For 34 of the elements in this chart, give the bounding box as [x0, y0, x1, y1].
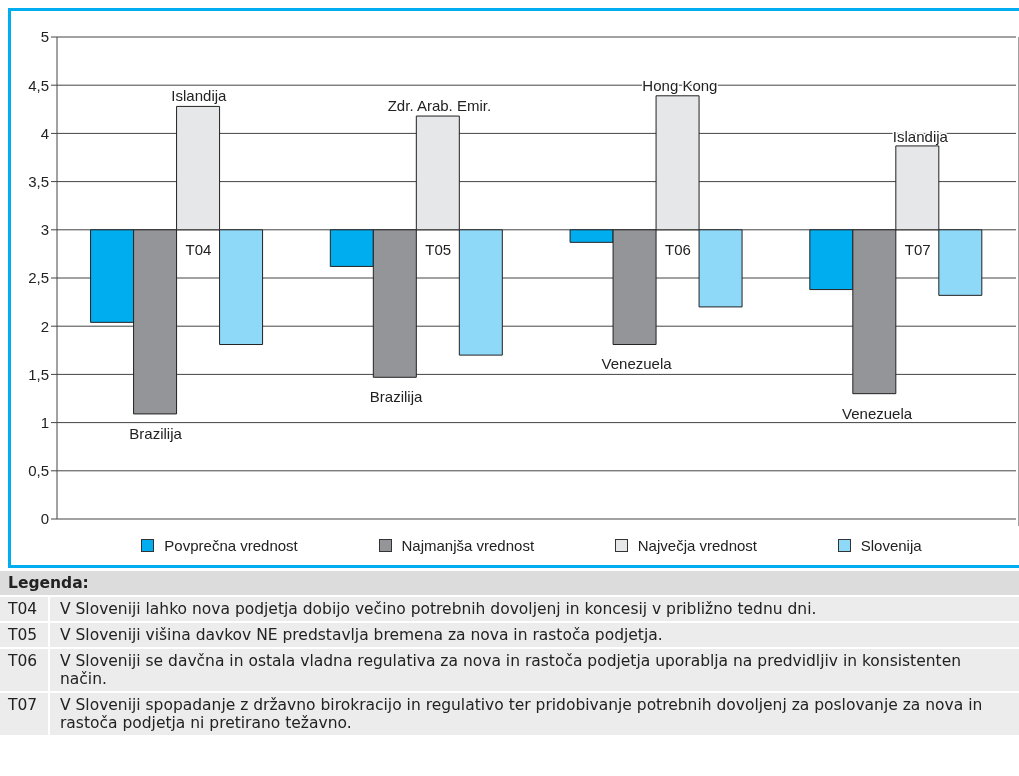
- y-tick-label: 1,5: [28, 365, 49, 383]
- annotation: Brazilija: [129, 425, 183, 443]
- x-tick-label: T04: [185, 240, 212, 258]
- text: Legenda:: [0, 571, 1019, 597]
- text: V Sloveniji lahko nova podjetja dobijo večino potrebnih dovoljenj in koncesij v približno tednu dni.: [59, 599, 818, 620]
- legend-label: Največja vrednost: [636, 537, 758, 554]
- text: V Sloveniji spopadanje z državno birokracijo in regulativo ter pridobivanje potrebnih dovoljenj za poslovanje za nova in rastoča podjetja ni pretirano težavno.: [59, 695, 984, 734]
- y-tick-label: 3: [40, 221, 49, 239]
- y-tick-label: 2: [40, 317, 49, 335]
- y-tick-label: 0,5: [28, 462, 49, 480]
- category-label: T07: [8, 696, 38, 714]
- text: V Sloveniji višina davkov NE predstavlja bremena za nova in rastoča podjetja.: [59, 625, 664, 646]
- y-tick-label: 2,5: [28, 269, 49, 287]
- annotation: Brazilija: [369, 388, 424, 406]
- y-tick-label: 4,5: [28, 76, 49, 94]
- x-tick-label: T06: [665, 240, 691, 258]
- x-tick-label: T05: [425, 240, 452, 258]
- text: V Sloveniji se davčna in ostala vladna regulativa za nova in rastoča podjetja uporablja na predvidljiv in konsistenten način.: [59, 651, 962, 690]
- y-tick-label: 4: [40, 124, 49, 142]
- annotation: Islandija: [171, 87, 228, 105]
- annotation: Venezuela: [601, 354, 673, 372]
- x-tick-label: T07: [904, 240, 931, 258]
- annotation: Zdr. Arab. Emir.: [387, 97, 492, 115]
- legend-label: Povprečna vrednost: [163, 537, 298, 554]
- y-tick-label: 1: [40, 413, 49, 431]
- legend-label: Slovenija: [859, 537, 922, 554]
- category-label: T06: [8, 652, 38, 670]
- legend-label: Najmanjša vrednost: [400, 537, 535, 554]
- y-tick-label: 0: [40, 510, 49, 528]
- y-tick-label: 5: [40, 28, 49, 46]
- category-label: T04: [8, 600, 38, 618]
- category-label: T05: [8, 626, 38, 644]
- y-tick-label: 3,5: [28, 172, 49, 190]
- annotation: Venezuela: [842, 404, 913, 422]
